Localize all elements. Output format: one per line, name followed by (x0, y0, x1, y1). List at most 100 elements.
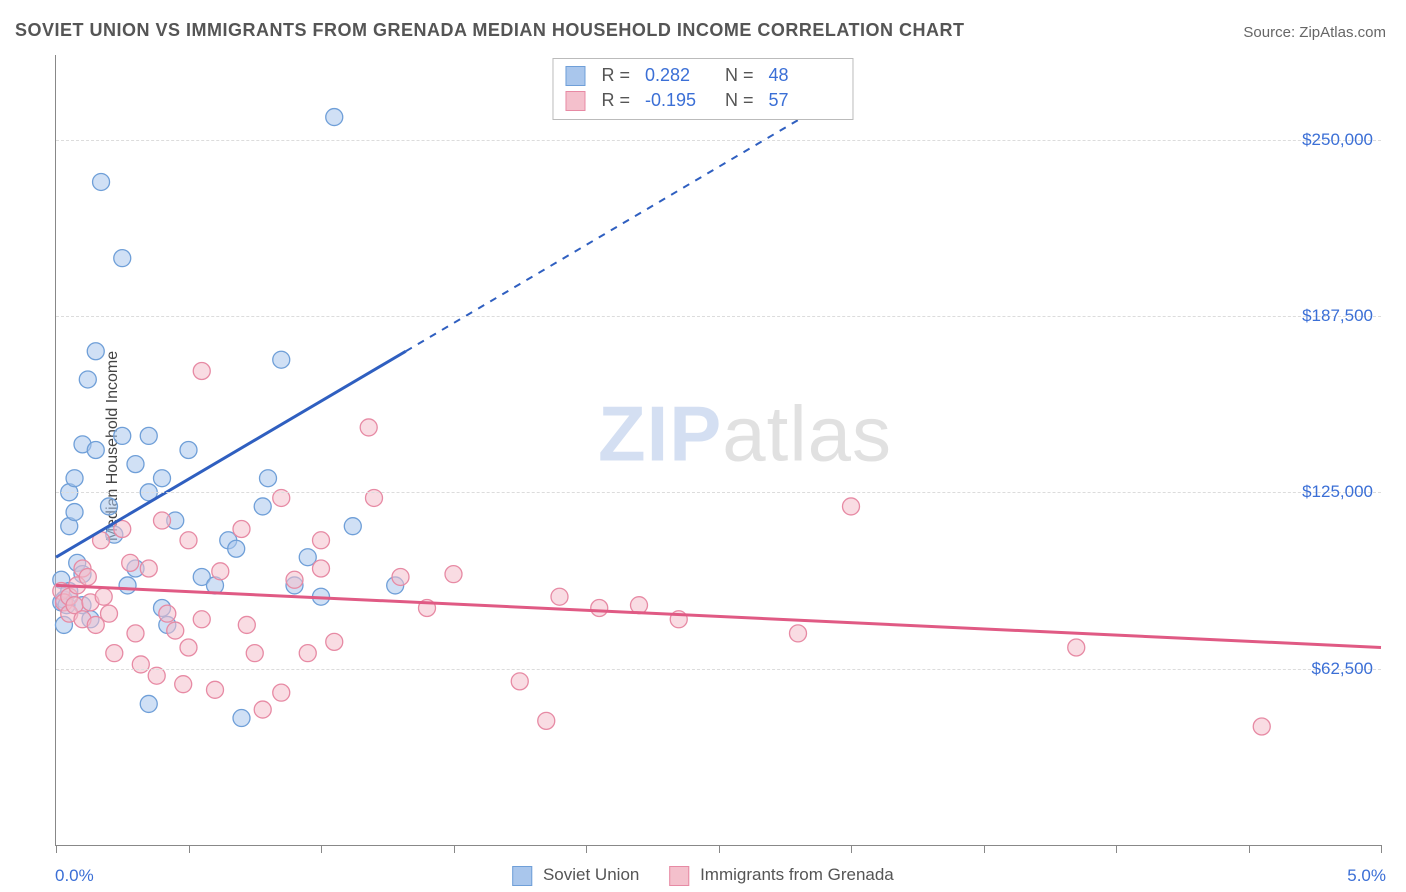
data-point (193, 611, 210, 628)
data-point (180, 532, 197, 549)
data-point (101, 605, 118, 622)
x-tick (586, 845, 587, 853)
data-point (360, 419, 377, 436)
data-point (122, 554, 139, 571)
y-tick-label: $62,500 (1312, 659, 1373, 679)
r-value-0: 0.282 (645, 63, 715, 88)
swatch-icon (669, 866, 689, 886)
data-point (260, 470, 277, 487)
data-point (326, 633, 343, 650)
data-point (246, 645, 263, 662)
data-point (87, 442, 104, 459)
gridline (56, 316, 1381, 317)
data-point (140, 427, 157, 444)
data-point (313, 532, 330, 549)
data-point (1068, 639, 1085, 656)
gridline (56, 669, 1381, 670)
data-point (79, 568, 96, 585)
bottom-legend: Soviet Union Immigrants from Grenada (512, 865, 894, 886)
y-tick-label: $187,500 (1302, 306, 1373, 326)
source-label: Source: ZipAtlas.com (1243, 24, 1386, 41)
swatch-icon (512, 866, 532, 886)
data-point (167, 622, 184, 639)
plot-area: ZIPatlas $62,500$125,000$187,500$250,000 (55, 55, 1381, 846)
stats-row-0: R = 0.282 N = 48 (565, 63, 838, 88)
data-point (66, 504, 83, 521)
swatch-icon (565, 91, 585, 111)
data-point (591, 600, 608, 617)
data-point (254, 498, 271, 515)
gridline (56, 140, 1381, 141)
source-value: ZipAtlas.com (1299, 24, 1386, 41)
data-point (66, 470, 83, 487)
swatch-icon (565, 66, 585, 86)
data-point (551, 588, 568, 605)
data-point (207, 681, 224, 698)
data-point (114, 427, 131, 444)
data-point (326, 109, 343, 126)
data-point (273, 351, 290, 368)
data-point (511, 673, 528, 690)
x-tick (719, 845, 720, 853)
data-point (238, 616, 255, 633)
data-point (87, 343, 104, 360)
data-point (119, 577, 136, 594)
data-point (212, 563, 229, 580)
data-point (175, 676, 192, 693)
n-value-0: 48 (769, 63, 839, 88)
data-point (254, 701, 271, 718)
x-tick (56, 845, 57, 853)
x-tick (321, 845, 322, 853)
data-point (843, 498, 860, 515)
data-point (790, 625, 807, 642)
x-tick (1116, 845, 1117, 853)
legend-item-1: Immigrants from Grenada (669, 865, 893, 886)
data-point (193, 363, 210, 380)
data-point (344, 518, 361, 535)
data-point (538, 712, 555, 729)
x-tick (851, 845, 852, 853)
stats-row-1: R = -0.195 N = 57 (565, 88, 838, 113)
data-point (233, 521, 250, 538)
data-point (93, 173, 110, 190)
regression-line-dashed (406, 89, 851, 351)
data-point (286, 571, 303, 588)
data-point (106, 645, 123, 662)
data-point (313, 560, 330, 577)
y-tick-label: $125,000 (1302, 482, 1373, 502)
data-point (1253, 718, 1270, 735)
data-point (392, 568, 409, 585)
data-point (101, 498, 118, 515)
data-point (273, 684, 290, 701)
data-point (180, 442, 197, 459)
x-tick (454, 845, 455, 853)
x-tick (1249, 845, 1250, 853)
data-point (95, 588, 112, 605)
x-axis-max-label: 5.0% (1347, 866, 1386, 886)
legend-item-0: Soviet Union (512, 865, 639, 886)
data-point (233, 710, 250, 727)
data-point (180, 639, 197, 656)
stats-legend-box: R = 0.282 N = 48 R = -0.195 N = 57 (552, 58, 853, 120)
data-point (299, 645, 316, 662)
data-point (148, 667, 165, 684)
data-point (114, 250, 131, 267)
gridline (56, 492, 1381, 493)
data-point (127, 625, 144, 642)
data-point (445, 566, 462, 583)
data-point (127, 456, 144, 473)
chart-svg (56, 55, 1381, 845)
data-point (79, 371, 96, 388)
x-axis-min-label: 0.0% (55, 866, 94, 886)
data-point (140, 560, 157, 577)
data-point (140, 695, 157, 712)
data-point (154, 512, 171, 529)
chart-title: SOVIET UNION VS IMMIGRANTS FROM GRENADA … (15, 20, 965, 41)
data-point (228, 540, 245, 557)
data-point (154, 470, 171, 487)
n-value-1: 57 (769, 88, 839, 113)
data-point (159, 605, 176, 622)
y-tick-label: $250,000 (1302, 130, 1373, 150)
x-tick (1381, 845, 1382, 853)
x-tick (984, 845, 985, 853)
